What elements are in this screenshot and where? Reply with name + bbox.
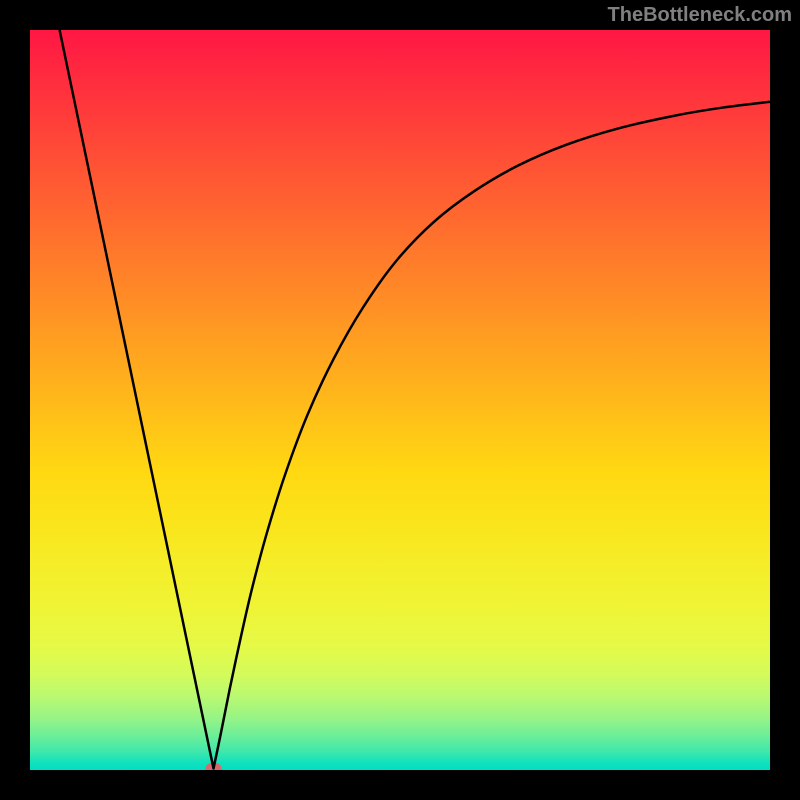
chart-plot-area (30, 30, 770, 770)
bottleneck-curve (60, 30, 770, 769)
watermark-text: TheBottleneck.com (608, 4, 792, 27)
bottleneck-curve-svg (30, 30, 770, 770)
